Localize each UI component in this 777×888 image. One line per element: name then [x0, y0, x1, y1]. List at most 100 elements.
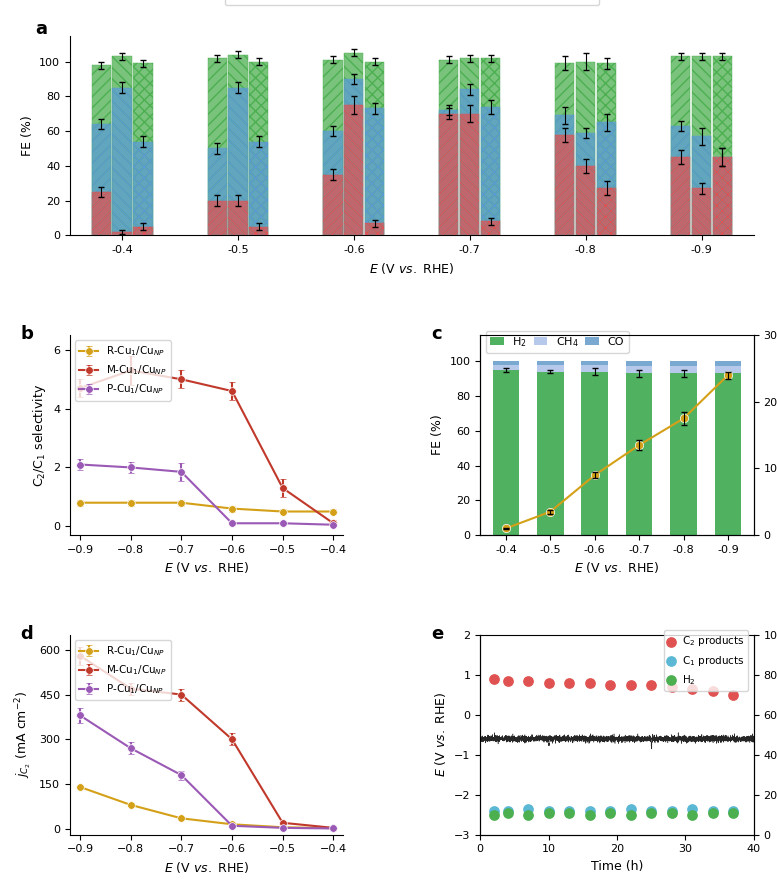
Bar: [134, 141, 152, 235]
Bar: [576, 166, 595, 235]
Bar: [713, 157, 732, 235]
Bar: [460, 90, 479, 235]
Text: d: d: [21, 625, 33, 643]
Bar: [493, 370, 519, 535]
Bar: [597, 63, 616, 235]
Legend: H$_2$, C$_1$, C$_2$, R-Cu$_1$/Cu$_\mathrm{NP}$, M-Cu$_1$/Cu$_\mathrm{NP}$, P-Cu$: H$_2$, C$_1$, C$_2$, R-Cu$_1$/Cu$_\mathr…: [225, 0, 598, 4]
Bar: [715, 367, 741, 374]
H$_2$: [706, 805, 719, 820]
H$_2$: [522, 808, 535, 822]
Bar: [671, 56, 690, 235]
Text: a: a: [36, 20, 47, 37]
C$_1$ products: [625, 802, 637, 816]
C$_2$ products: [563, 676, 575, 690]
Legend: R-Cu$_1$/Cu$_{NP}$, M-Cu$_1$/Cu$_{NP}$, P-Cu$_1$/Cu$_{NP}$: R-Cu$_1$/Cu$_{NP}$, M-Cu$_1$/Cu$_{NP}$, …: [75, 640, 171, 701]
C$_2$ products: [645, 678, 657, 692]
Bar: [207, 148, 227, 235]
Bar: [228, 201, 248, 235]
Bar: [556, 115, 574, 235]
H$_2$: [501, 805, 514, 820]
Bar: [439, 110, 458, 235]
Bar: [439, 59, 458, 235]
Bar: [556, 115, 574, 235]
Bar: [249, 226, 268, 235]
Bar: [460, 90, 479, 235]
C$_2$ products: [625, 678, 637, 692]
Y-axis label: C$_2$/C$_1$ selectivity: C$_2$/C$_1$ selectivity: [30, 384, 47, 487]
H$_2$: [542, 805, 555, 820]
Text: e: e: [431, 625, 443, 643]
Bar: [715, 361, 741, 367]
Bar: [365, 223, 385, 235]
Bar: [134, 63, 152, 235]
C$_1$ products: [584, 804, 596, 818]
Bar: [692, 56, 711, 235]
Bar: [576, 166, 595, 235]
Bar: [692, 136, 711, 235]
Bar: [597, 63, 616, 235]
X-axis label: $E$ (V $vs.$ RHE): $E$ (V $vs.$ RHE): [164, 860, 249, 875]
X-axis label: Time (h): Time (h): [591, 860, 643, 873]
Bar: [460, 114, 479, 235]
H$_2$: [686, 808, 699, 822]
Bar: [671, 56, 690, 235]
Bar: [576, 133, 595, 235]
Bar: [207, 201, 227, 235]
Bar: [92, 124, 111, 235]
Bar: [692, 188, 711, 235]
Bar: [92, 65, 111, 235]
Text: c: c: [431, 325, 441, 344]
Bar: [365, 108, 385, 235]
Bar: [597, 123, 616, 235]
C$_1$ products: [563, 804, 575, 818]
Bar: [344, 79, 364, 235]
Bar: [228, 55, 248, 235]
Bar: [228, 88, 248, 235]
Bar: [460, 58, 479, 235]
Bar: [537, 365, 563, 372]
Bar: [481, 107, 500, 235]
Bar: [671, 126, 690, 235]
Bar: [597, 188, 616, 235]
Bar: [134, 226, 152, 235]
Bar: [671, 157, 690, 235]
Bar: [556, 135, 574, 235]
C$_2$ products: [604, 678, 616, 692]
Bar: [481, 58, 500, 235]
Bar: [671, 126, 690, 235]
C$_1$ products: [488, 804, 500, 818]
H$_2$: [488, 808, 500, 822]
Bar: [249, 61, 268, 235]
Bar: [344, 105, 364, 235]
Bar: [713, 56, 732, 235]
Bar: [671, 367, 697, 374]
Bar: [556, 135, 574, 235]
Bar: [344, 53, 364, 235]
Y-axis label: $j_{C_2}$ (mA cm$^{-2}$): $j_{C_2}$ (mA cm$^{-2}$): [13, 691, 33, 779]
Bar: [113, 88, 131, 235]
Bar: [493, 365, 519, 370]
Bar: [207, 148, 227, 235]
Bar: [134, 141, 152, 235]
Bar: [692, 188, 711, 235]
Bar: [249, 141, 268, 235]
Bar: [249, 61, 268, 235]
H$_2$: [584, 808, 596, 822]
Bar: [576, 133, 595, 235]
H$_2$: [645, 805, 657, 820]
C$_2$ products: [501, 674, 514, 688]
X-axis label: $E$ (V $vs.$ RHE): $E$ (V $vs.$ RHE): [574, 560, 660, 575]
Bar: [228, 88, 248, 235]
Bar: [134, 226, 152, 235]
C$_1$ products: [522, 802, 535, 816]
C$_1$ products: [686, 802, 699, 816]
C$_1$ products: [542, 804, 555, 818]
H$_2$: [563, 805, 575, 820]
Bar: [537, 372, 563, 535]
Bar: [713, 157, 732, 235]
Bar: [597, 123, 616, 235]
Bar: [92, 124, 111, 235]
Bar: [365, 61, 385, 235]
Bar: [713, 56, 732, 235]
Bar: [92, 192, 111, 235]
